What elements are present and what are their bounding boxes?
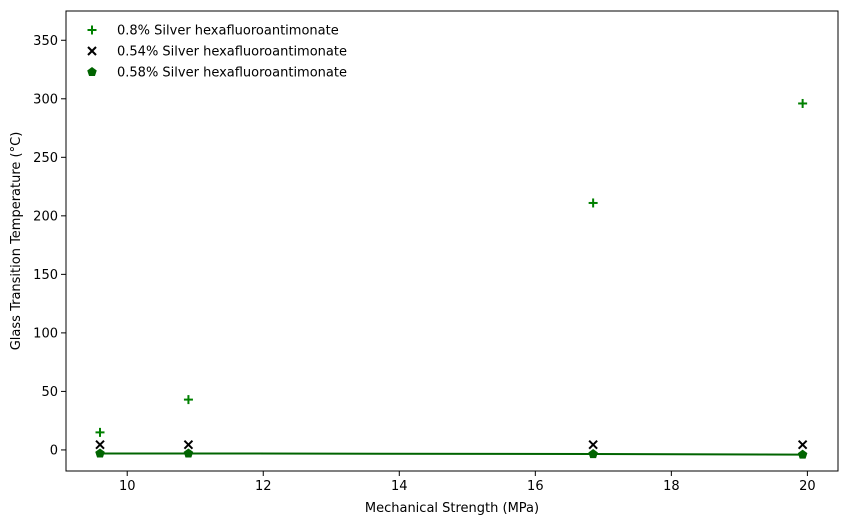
legend-item: 0.54% Silver hexafluoroantimonate — [87, 45, 347, 60]
legend-label: 0.58% Silver hexafluoroantimonate — [117, 66, 347, 81]
legend-item: 0.8% Silver hexafluoroantimonate — [87, 24, 339, 39]
legend-marker — [87, 25, 97, 35]
x-axis-label: Mechanical Strength (MPa) — [365, 501, 539, 516]
legend-item: 0.58% Silver hexafluoroantimonate — [87, 66, 347, 81]
legend: 0.8% Silver hexafluoroantimonate 0.54% Si… — [87, 24, 347, 81]
x-tick-label: 12 — [255, 479, 272, 494]
data-point — [588, 198, 598, 208]
legend-label: 0.8% Silver hexafluoroantimonate — [117, 24, 339, 39]
plot-area — [65, 10, 839, 472]
data-point — [183, 395, 193, 405]
x-tick-label: 20 — [799, 479, 816, 494]
y-tick-label: 300 — [33, 92, 58, 107]
data-point — [588, 439, 598, 450]
legend-label: 0.54% Silver hexafluoroantimonate — [117, 45, 347, 60]
y-tick-label: 200 — [33, 209, 58, 224]
data-point — [797, 439, 808, 450]
series-3 — [95, 448, 808, 459]
series-2 — [95, 439, 808, 450]
x-tick-label: 14 — [391, 479, 408, 494]
x-tick-label: 18 — [663, 479, 680, 494]
data-point — [95, 448, 105, 458]
legend-marker — [87, 46, 97, 56]
data-point — [798, 98, 808, 108]
data-point — [95, 439, 105, 450]
data-point — [95, 427, 105, 437]
data-point — [588, 449, 598, 459]
y-tick-label: 0 — [50, 443, 58, 458]
x-axis-ticks: 10 12 14 16 18 20 — [119, 471, 816, 494]
data-point — [797, 449, 808, 459]
x-tick-label: 10 — [119, 479, 136, 494]
series-line — [100, 452, 803, 456]
y-tick-label: 50 — [41, 385, 58, 400]
y-tick-label: 150 — [33, 268, 58, 283]
y-tick-label: 250 — [33, 151, 58, 166]
data-point — [183, 448, 194, 458]
x-tick-label: 16 — [527, 479, 544, 494]
y-axis-label: Glass Transition Temperature (°C) — [9, 132, 24, 351]
legend-marker — [87, 67, 97, 77]
series-1 — [95, 98, 808, 437]
y-tick-label: 350 — [33, 34, 58, 49]
data-point — [183, 439, 194, 450]
series-layer — [95, 98, 808, 459]
y-tick-label: 100 — [33, 326, 58, 341]
y-axis-ticks: 0 50 100 150 200 250 300 350 — [33, 34, 66, 458]
